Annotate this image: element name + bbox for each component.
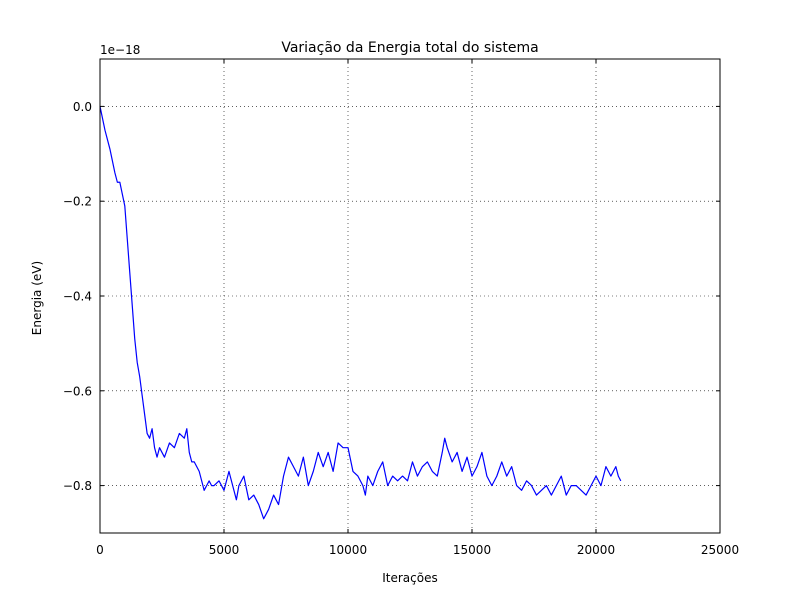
x-tick-label: 20000 <box>577 543 615 557</box>
x-tick-label: 25000 <box>701 543 739 557</box>
series-layer <box>99 106 622 520</box>
y-axis-title: Energia (eV) <box>30 261 44 335</box>
x-axis-title: Iterações <box>382 571 438 585</box>
y-tick-label: −0.4 <box>63 290 92 304</box>
y-tick-label: −0.6 <box>63 384 92 398</box>
y-tick-label: −0.2 <box>63 195 92 209</box>
x-tick-label: 5000 <box>209 543 240 557</box>
x-tick-label: 10000 <box>329 543 367 557</box>
x-tick-label: 15000 <box>453 543 491 557</box>
y-offset-label: 1e−18 <box>100 43 140 57</box>
y-tick-label: 0.0 <box>73 100 92 114</box>
tick-layer: 0 5000 10000 15000 20000 25000 0.0 −0.2 −0.4 −0.6… <box>63 59 739 557</box>
x-tick-label: 0 <box>96 543 104 557</box>
chart-title: Variação da Energia total do sistema <box>281 40 538 56</box>
y-tick-label: −0.8 <box>63 479 92 493</box>
series-line <box>99 106 622 520</box>
